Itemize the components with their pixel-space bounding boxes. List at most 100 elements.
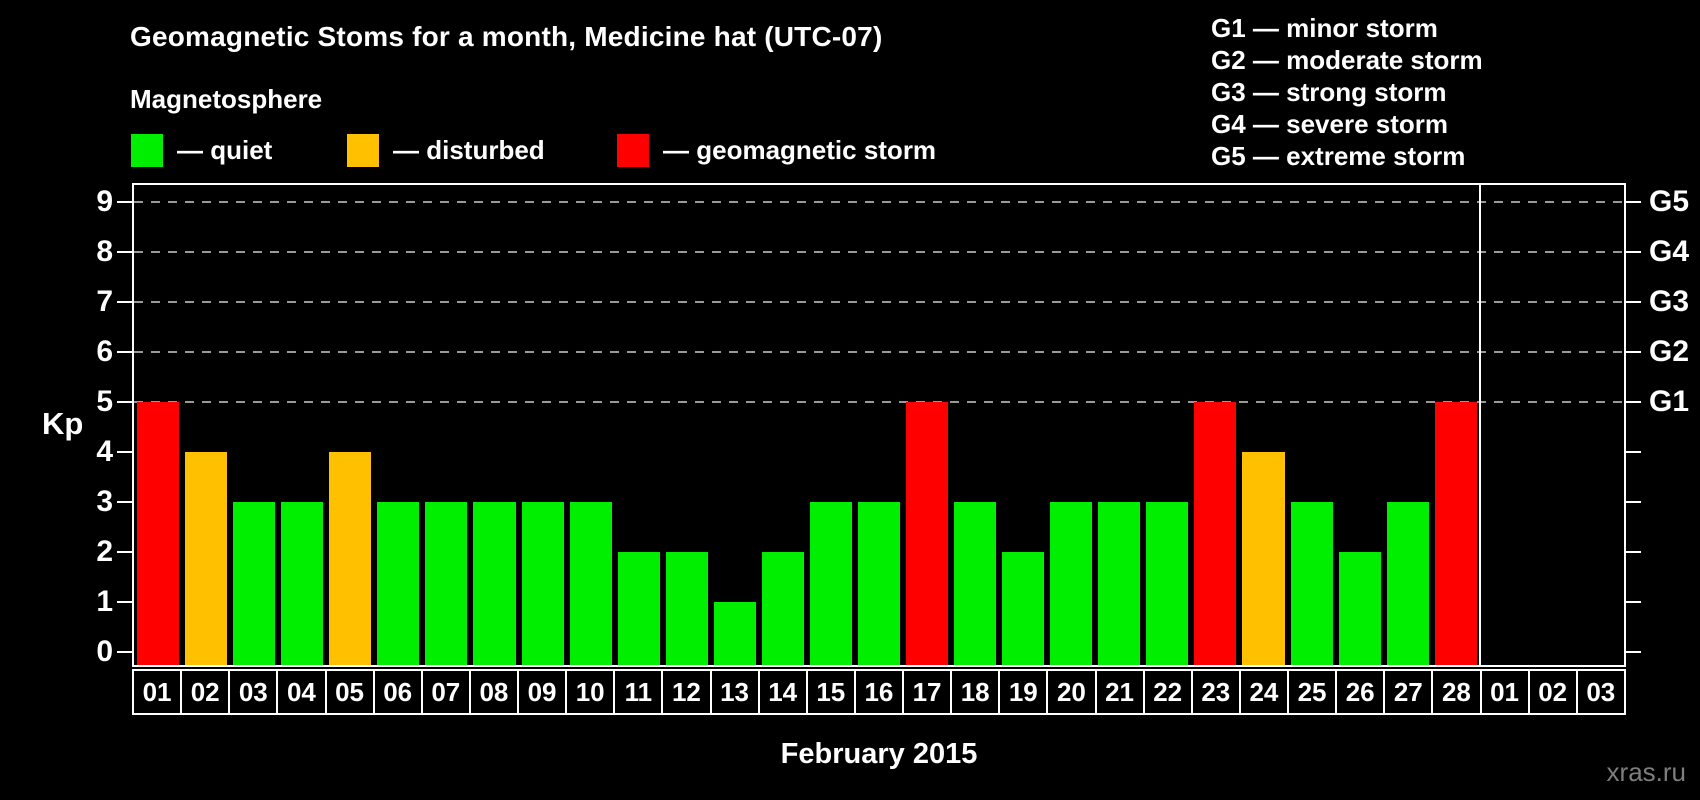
bar-day-25 bbox=[1290, 502, 1333, 665]
day-label-25: 25 bbox=[1287, 669, 1338, 715]
y-tick-label-3: 3 bbox=[96, 485, 113, 518]
y-tick-label-4: 4 bbox=[96, 435, 113, 468]
gridline-kp8 bbox=[134, 251, 1624, 253]
watermark: xras.ru bbox=[1606, 757, 1686, 787]
right-tick-8 bbox=[1626, 251, 1641, 253]
bar-day-05 bbox=[329, 452, 372, 665]
day-label-14: 14 bbox=[757, 669, 808, 715]
legend-item-quiet: — quiet bbox=[131, 133, 272, 167]
bar-day-16 bbox=[857, 502, 901, 665]
y-tick-1 bbox=[117, 601, 132, 603]
legend-label-storm: — geomagnetic storm bbox=[663, 135, 937, 165]
day-label-16: 16 bbox=[853, 669, 904, 715]
storm-scale-item-g2: G2 — moderate storm bbox=[1211, 45, 1483, 75]
right-axis-label-g3: G3 bbox=[1649, 285, 1690, 318]
right-tick-5 bbox=[1626, 401, 1641, 403]
legend-label-disturbed: — disturbed bbox=[393, 135, 545, 165]
right-axis-label-g5: G5 bbox=[1649, 185, 1690, 218]
y-tick-label-7: 7 bbox=[96, 285, 113, 318]
bar-day-07 bbox=[425, 502, 468, 665]
y-tick-label-2: 2 bbox=[96, 535, 113, 568]
bar-day-10 bbox=[569, 502, 612, 665]
bar-day-18 bbox=[954, 502, 997, 665]
y-tick-2 bbox=[117, 551, 132, 553]
bar-day-03 bbox=[233, 502, 276, 665]
chart-title: Geomagnetic Stoms for a month, Medicine … bbox=[130, 21, 883, 52]
day-label-10: 10 bbox=[565, 669, 616, 715]
bar-day-23 bbox=[1194, 402, 1237, 665]
x-axis-day-labels: 01 02 03 04 05 06 07 08 09 10 11 12 13 14 15 16 17 18 19 20… bbox=[132, 669, 1626, 715]
day-label-04: 04 bbox=[276, 669, 327, 715]
disturbed-color-swatch bbox=[347, 133, 379, 167]
day-label-24: 24 bbox=[1238, 669, 1289, 715]
legend-item-disturbed: — disturbed bbox=[347, 133, 545, 167]
y-tick-4 bbox=[117, 451, 132, 453]
plot-area bbox=[132, 183, 1626, 667]
day-label-09: 09 bbox=[517, 669, 568, 715]
day-label-05: 05 bbox=[324, 669, 375, 715]
y-tick-label-1: 1 bbox=[96, 585, 113, 618]
day-label-15: 15 bbox=[805, 669, 856, 715]
right-tick-3 bbox=[1626, 501, 1641, 503]
bar-day-14 bbox=[761, 552, 804, 665]
storm-scale-item-g4: G4 — severe storm bbox=[1211, 109, 1449, 139]
day-label-02: 02 bbox=[180, 669, 231, 715]
day-label-21: 21 bbox=[1094, 669, 1145, 715]
bar-day-24 bbox=[1242, 452, 1285, 665]
storm-scale-item-g3: G3 — strong storm bbox=[1211, 77, 1447, 107]
y-tick-3 bbox=[117, 501, 132, 503]
day-label-20: 20 bbox=[1046, 669, 1097, 715]
bar-day-27 bbox=[1386, 502, 1429, 665]
day-label-28: 28 bbox=[1431, 669, 1482, 715]
right-tick-0 bbox=[1626, 651, 1641, 653]
bar-day-26 bbox=[1338, 552, 1381, 665]
day-label-next-03: 03 bbox=[1575, 669, 1626, 715]
bar-day-01 bbox=[137, 402, 180, 665]
right-tick-4 bbox=[1626, 451, 1641, 453]
day-label-13: 13 bbox=[709, 669, 760, 715]
legend-heading: Magnetosphere bbox=[130, 84, 323, 114]
bar-day-04 bbox=[281, 502, 324, 665]
day-label-18: 18 bbox=[950, 669, 1001, 715]
day-label-23: 23 bbox=[1190, 669, 1241, 715]
day-label-07: 07 bbox=[420, 669, 471, 715]
storm-scale-legend: G1 — minor storm G2 — moderate storm G3 … bbox=[1211, 12, 1483, 172]
quiet-color-swatch bbox=[131, 133, 163, 167]
bar-day-06 bbox=[377, 502, 420, 665]
y-axis-label: Kp bbox=[42, 406, 84, 441]
right-tick-2 bbox=[1626, 551, 1641, 553]
bar-day-21 bbox=[1098, 502, 1141, 665]
y-tick-0 bbox=[117, 651, 132, 653]
bar-day-12 bbox=[665, 552, 708, 665]
y-tick-label-0: 0 bbox=[96, 635, 113, 668]
legend-item-storm: — geomagnetic storm bbox=[617, 133, 936, 167]
day-label-27: 27 bbox=[1383, 669, 1434, 715]
day-label-11: 11 bbox=[613, 669, 664, 715]
day-label-12: 12 bbox=[661, 669, 712, 715]
storm-color-swatch bbox=[617, 133, 649, 167]
storm-scale-item-g5: G5 — extreme storm bbox=[1211, 141, 1466, 171]
bar-day-02 bbox=[185, 452, 228, 665]
day-label-next-02: 02 bbox=[1527, 669, 1578, 715]
right-axis-label-g1: G1 bbox=[1649, 385, 1690, 418]
right-tick-7 bbox=[1626, 301, 1641, 303]
legend-label-quiet: — quiet bbox=[177, 135, 273, 165]
y-tick-9 bbox=[117, 201, 132, 203]
gridline-kp6 bbox=[134, 351, 1624, 353]
y-tick-5 bbox=[117, 401, 132, 403]
gridline-kp9 bbox=[134, 201, 1624, 203]
bar-day-28 bbox=[1434, 402, 1477, 665]
bar-day-20 bbox=[1050, 502, 1093, 665]
month-separator-line bbox=[1478, 185, 1481, 665]
bar-day-13 bbox=[713, 602, 756, 665]
storm-scale-item-g1: G1 — minor storm bbox=[1211, 13, 1438, 43]
y-tick-label-9: 9 bbox=[96, 185, 113, 218]
bar-day-17 bbox=[906, 402, 949, 665]
day-label-03: 03 bbox=[228, 669, 279, 715]
right-tick-6 bbox=[1626, 351, 1641, 353]
right-tick-9 bbox=[1626, 201, 1641, 203]
bar-day-19 bbox=[1002, 552, 1045, 665]
y-tick-label-6: 6 bbox=[96, 335, 113, 368]
y-tick-label-8: 8 bbox=[96, 235, 113, 268]
bar-day-08 bbox=[473, 502, 516, 665]
